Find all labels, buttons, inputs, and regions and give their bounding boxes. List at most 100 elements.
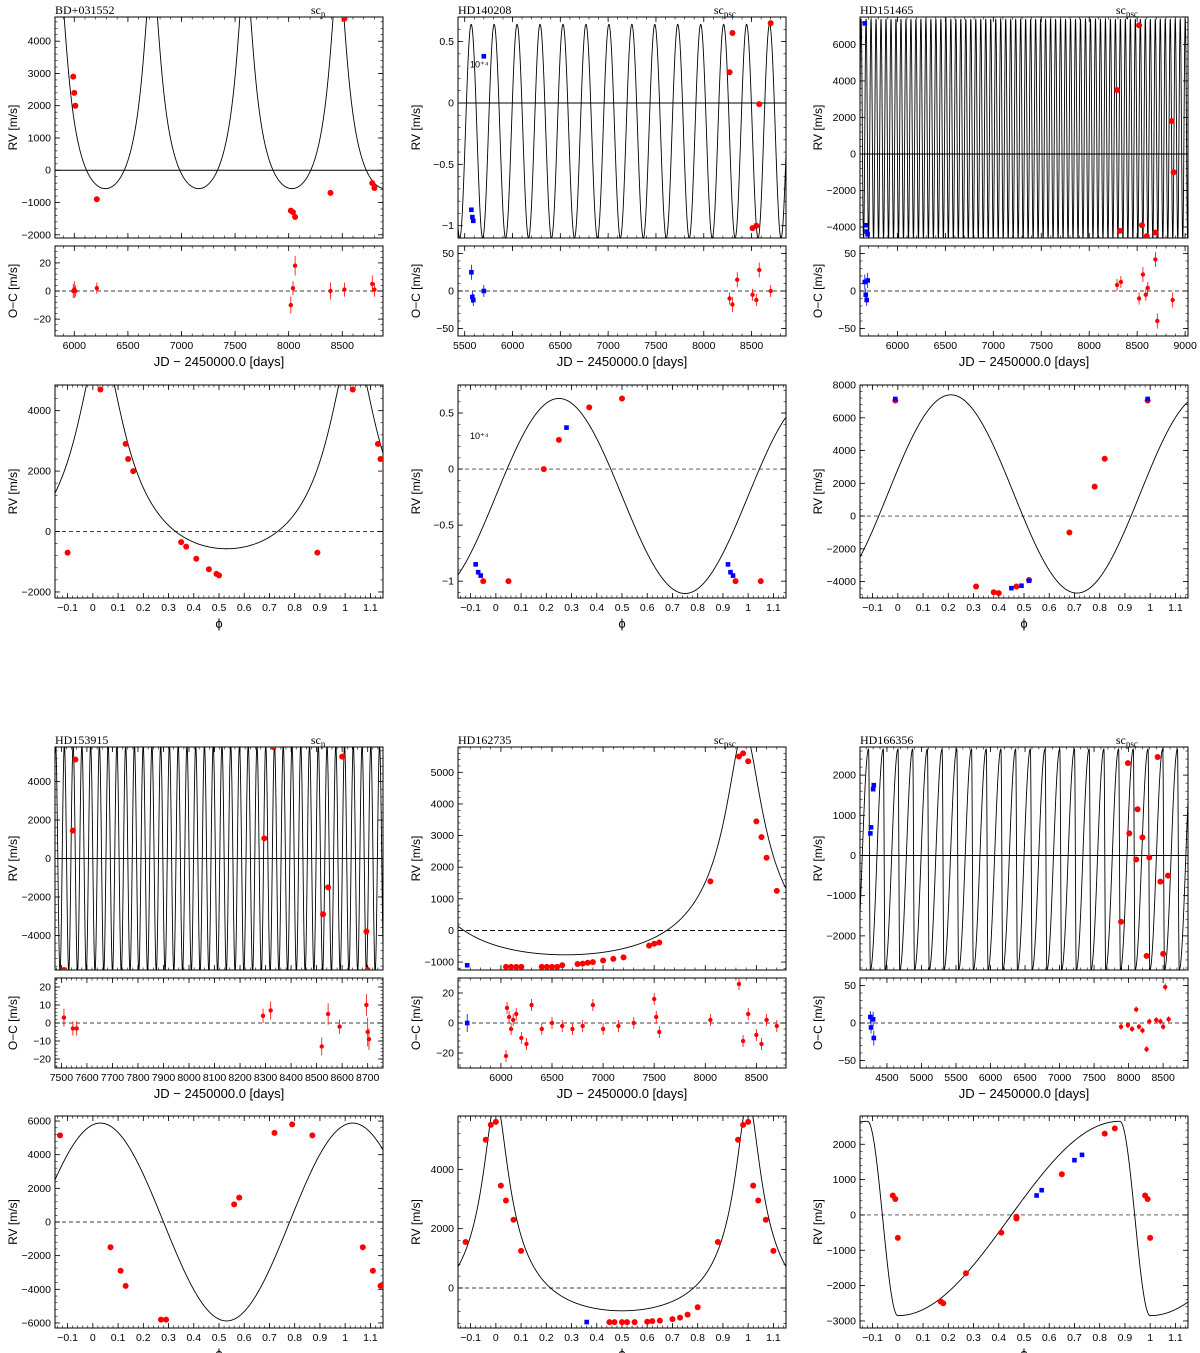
red-data-point xyxy=(328,288,333,294)
blue-data-point xyxy=(475,569,481,575)
red-data-point xyxy=(518,1247,525,1254)
fit-type-main: sc xyxy=(311,3,321,17)
x-tick-label: 0.8 xyxy=(690,1332,705,1344)
y-tick-label: 2000 xyxy=(28,1183,52,1195)
red-data-point xyxy=(753,818,760,825)
blue-data-point xyxy=(471,297,476,303)
x-axis-title: JD − 2450000.0 [days] xyxy=(959,1086,1089,1101)
y-tick-label: 20 xyxy=(442,988,454,1000)
red-data-point xyxy=(611,1319,618,1326)
x-tick-label: 8500 xyxy=(745,1072,769,1084)
blue-data-point xyxy=(481,53,487,59)
x-tick-label: 0.6 xyxy=(640,602,655,614)
y-tick-label: 10 xyxy=(39,1000,51,1012)
x-tick-label: 1.1 xyxy=(1168,602,1183,614)
red-data-point xyxy=(487,1121,494,1128)
y-axis-title: O−C [m/s] xyxy=(6,996,20,1050)
red-data-point xyxy=(767,20,774,27)
red-data-point xyxy=(656,939,663,946)
red-data-point xyxy=(64,549,71,556)
y-tick-label: −20 xyxy=(33,1054,51,1066)
x-tick-label: 8200 xyxy=(228,1072,252,1084)
x-tick-label: −0.1 xyxy=(460,1332,481,1344)
x-tick-label: 0.4 xyxy=(186,1332,201,1344)
y-tick-label: 0 xyxy=(850,148,856,160)
y-tick-label: −20 xyxy=(436,1048,454,1060)
model-curve xyxy=(860,748,1188,970)
x-tick-label: 0.4 xyxy=(991,1332,1006,1344)
axes-frame xyxy=(457,746,787,971)
y-tick-label: −50 xyxy=(436,323,454,335)
y-axis-title: RV [m/s] xyxy=(811,1199,825,1245)
red-data-point xyxy=(1013,583,1020,590)
red-data-point xyxy=(714,1239,721,1246)
blue-data-point xyxy=(470,294,475,300)
red-data-point xyxy=(327,189,334,196)
red-data-point xyxy=(684,1311,691,1318)
y-axis-title: RV [m/s] xyxy=(409,105,423,151)
red-data-point xyxy=(762,1216,769,1223)
red-data-point xyxy=(371,184,378,191)
red-data-point xyxy=(1143,952,1150,959)
x-tick-label: −0.1 xyxy=(862,1332,883,1344)
red-data-point xyxy=(1101,1130,1108,1137)
red-data-point xyxy=(1066,529,1073,536)
y-tick-label: 0.5 xyxy=(439,36,454,48)
red-data-point xyxy=(1136,22,1143,29)
red-data-point xyxy=(72,102,79,109)
x-tick-label: 0.9 xyxy=(716,1332,731,1344)
object-name: HD151465 xyxy=(860,3,913,17)
red-data-point xyxy=(730,302,735,307)
model-curve xyxy=(860,17,1188,238)
blue-data-point xyxy=(1145,396,1150,402)
y-tick-label: 20 xyxy=(39,982,51,994)
x-tick-label: 0.4 xyxy=(991,602,1006,614)
y-tick-label: 0 xyxy=(850,1018,856,1030)
red-data-point xyxy=(754,297,759,303)
red-data-point xyxy=(1144,1047,1149,1052)
star3-oc-panel: 6000 6500 7000 7500 8000 8500 9000 −50 0 50 O−C [m… xyxy=(811,245,1197,369)
y-axis-title: RV [m/s] xyxy=(6,836,20,882)
red-data-point xyxy=(727,296,732,301)
x-tick-label: 0.1 xyxy=(514,1332,529,1344)
blue-data-point xyxy=(1079,1152,1085,1158)
fit-type-label: scp xyxy=(311,3,326,19)
fit-type-main: sc xyxy=(1116,3,1126,17)
red-data-point xyxy=(369,180,376,187)
red-data-point xyxy=(510,1017,516,1023)
red-data-point xyxy=(1124,760,1131,767)
y-tick-label: −0.5 xyxy=(433,159,454,171)
red-data-point xyxy=(726,69,733,76)
x-tick-label: 7600 xyxy=(75,1072,99,1084)
red-data-point xyxy=(560,1023,565,1029)
red-data-point xyxy=(268,1008,273,1013)
red-data-point xyxy=(584,959,591,966)
x-tick-label: 8000 xyxy=(177,1072,201,1084)
red-data-point xyxy=(669,1316,676,1323)
x-tick-label: 0.9 xyxy=(313,1332,328,1344)
x-tick-label: 1.1 xyxy=(766,1332,781,1344)
y-tick-label: −6000 xyxy=(22,1317,52,1329)
y-tick-label: 0 xyxy=(45,526,51,538)
x-tick-label: 7700 xyxy=(101,1072,125,1084)
y-tick-label: 4000 xyxy=(431,798,455,810)
y-tick-label: 4000 xyxy=(28,36,52,48)
red-data-point xyxy=(750,1182,757,1189)
y-tick-label: −2000 xyxy=(827,543,857,555)
red-data-point xyxy=(656,1317,663,1324)
star5-phase-panel: −0.1 0 0.1 0.2 0.3 0.4 0.5 0.6 0.7 0.8 0.9 1 1.1 0 200… xyxy=(409,1115,787,1353)
red-data-point xyxy=(735,277,740,282)
red-data-point xyxy=(349,386,356,393)
y-axis-title: RV [m/s] xyxy=(811,836,825,882)
axes-frame xyxy=(859,384,1189,599)
red-data-point xyxy=(1138,222,1145,229)
red-data-point xyxy=(163,1316,170,1323)
red-data-point xyxy=(707,878,714,885)
x-tick-label: 8700 xyxy=(356,1072,380,1084)
x-tick-label: 5000 xyxy=(910,1072,934,1084)
x-tick-label: 1.1 xyxy=(1168,1332,1183,1344)
red-data-point xyxy=(1134,806,1141,813)
red-data-point xyxy=(1147,1234,1154,1241)
red-data-point xyxy=(616,1023,621,1029)
red-data-point xyxy=(1153,257,1158,262)
